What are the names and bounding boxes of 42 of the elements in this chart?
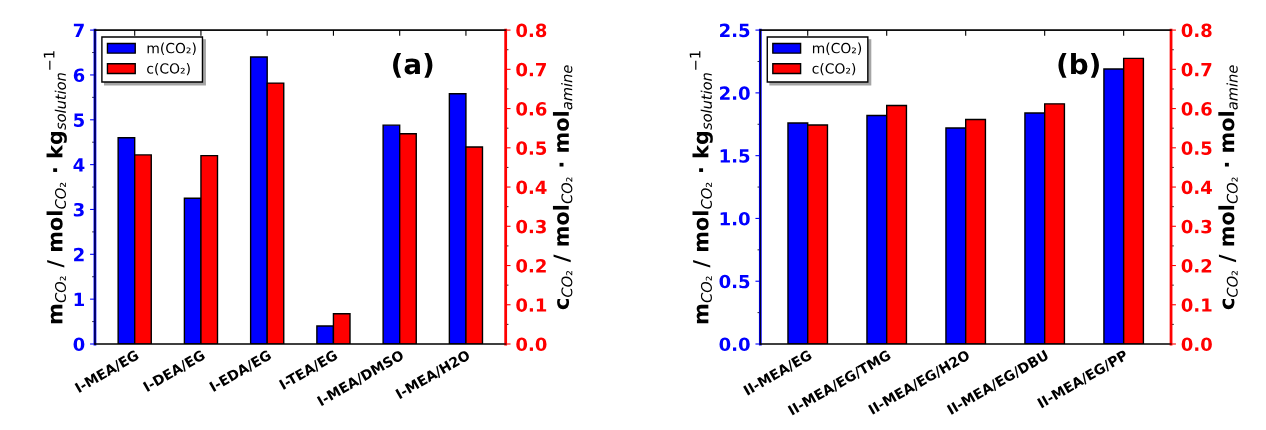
legend-label: c(CO₂): [812, 63, 856, 76]
y-tick-label: 0: [73, 337, 85, 352]
y2-tick-label: 0.2: [516, 258, 546, 273]
y-tick-label: 4: [73, 158, 85, 172]
y2-tick-label: 0.3: [1181, 219, 1212, 234]
legend-label: c(CO₂): [147, 63, 190, 76]
y-tick-label: 1.5: [720, 149, 750, 163]
y-axis-title: m$_{CO₂}$ / mol$_{CO₂}$ · kg$_{solution}$$^{−1}$: [43, 51, 67, 324]
y-tick-label: 0.0: [719, 337, 750, 352]
y2-tick-label: 0.4: [516, 180, 547, 195]
y-tick-label: 7: [73, 23, 84, 37]
y-tick-label: 2.5: [720, 23, 750, 38]
y2-axis-title: c$_{CO₂}$ / mol$_{CO₂}$ · mol$_{amine}$: [1218, 65, 1238, 310]
y2-tick-label: 0.3: [516, 219, 546, 234]
y-tick-label: 3: [73, 202, 84, 217]
y2-tick-label: 0.6: [516, 102, 547, 116]
y2-tick-label: 0.7: [1181, 62, 1212, 77]
legend-label: m(CO₂): [147, 42, 196, 55]
legend-label: m(CO₂): [812, 42, 862, 55]
y-tick-label: 0.5: [719, 274, 750, 289]
y-tick-label: 6: [73, 68, 85, 83]
y2-tick-label: 0.5: [1181, 141, 1212, 155]
y2-tick-label: 0.8: [516, 23, 547, 38]
y2-tick-label: 0.8: [1181, 23, 1212, 38]
y-tick-label: 1: [74, 292, 84, 307]
annotation: (a): [393, 52, 433, 78]
y-tick-label: 1.0: [720, 211, 750, 226]
y2-tick-label: 0.0: [1181, 337, 1212, 352]
y2-tick-label: 0.6: [1181, 102, 1212, 116]
y-axis-title: m$_{CO₂}$ / mol$_{CO₂}$ · kg$_{solution}$$^{−1}$: [689, 51, 713, 324]
y2-tick-label: 0.4: [1181, 180, 1212, 195]
y2-tick-label: 0.5: [516, 141, 547, 155]
y2-tick-label: 0.1: [516, 298, 547, 312]
y-tick-label: 2: [74, 247, 84, 262]
y-tick-label: 2.0: [720, 86, 750, 100]
y2-axis-title: c$_{CO₂}$ / mol$_{CO₂}$ · mol$_{amine}$: [552, 65, 573, 310]
y2-tick-label: 0.0: [516, 337, 547, 352]
y-tick-label: 5: [74, 113, 84, 127]
y2-tick-label: 0.2: [1181, 258, 1212, 273]
y2-tick-label: 0.1: [1181, 298, 1212, 312]
annotation: (b): [1058, 52, 1099, 78]
y2-tick-label: 0.7: [516, 62, 546, 77]
